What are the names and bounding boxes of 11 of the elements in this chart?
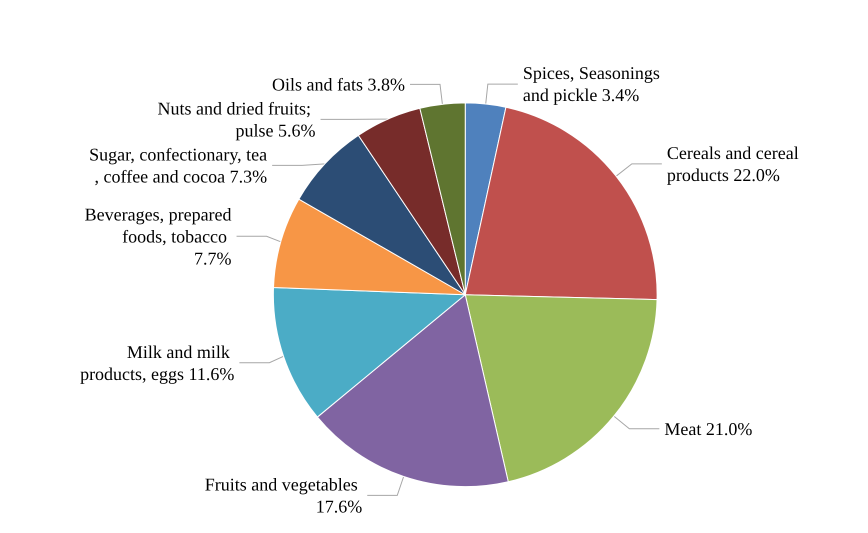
slice-label: Beverages, prepared foods, tobacco bbox=[84, 204, 232, 246]
data-label: 7.7% bbox=[194, 248, 232, 268]
slice-label: Milk and milk products, eggs 11.6% bbox=[80, 342, 234, 384]
slice-label: Oils and fats 3.8% bbox=[272, 74, 406, 94]
slice-label: Spices, Seasonings and pickle 3.4% bbox=[522, 63, 664, 106]
slice-label: Fruits and vegetables bbox=[204, 474, 362, 494]
slice-label: Cereals and cereal products 22.0% bbox=[666, 142, 804, 185]
slice-label: Nuts and dried fruits; pulse 5.6% bbox=[158, 98, 316, 140]
slice-label: Meat 21.0% bbox=[664, 418, 752, 439]
data-label: 17.6% bbox=[316, 496, 362, 516]
slice-label: Sugar, confectionary, tea, coffee and cocoa 7.3% bbox=[89, 144, 268, 186]
